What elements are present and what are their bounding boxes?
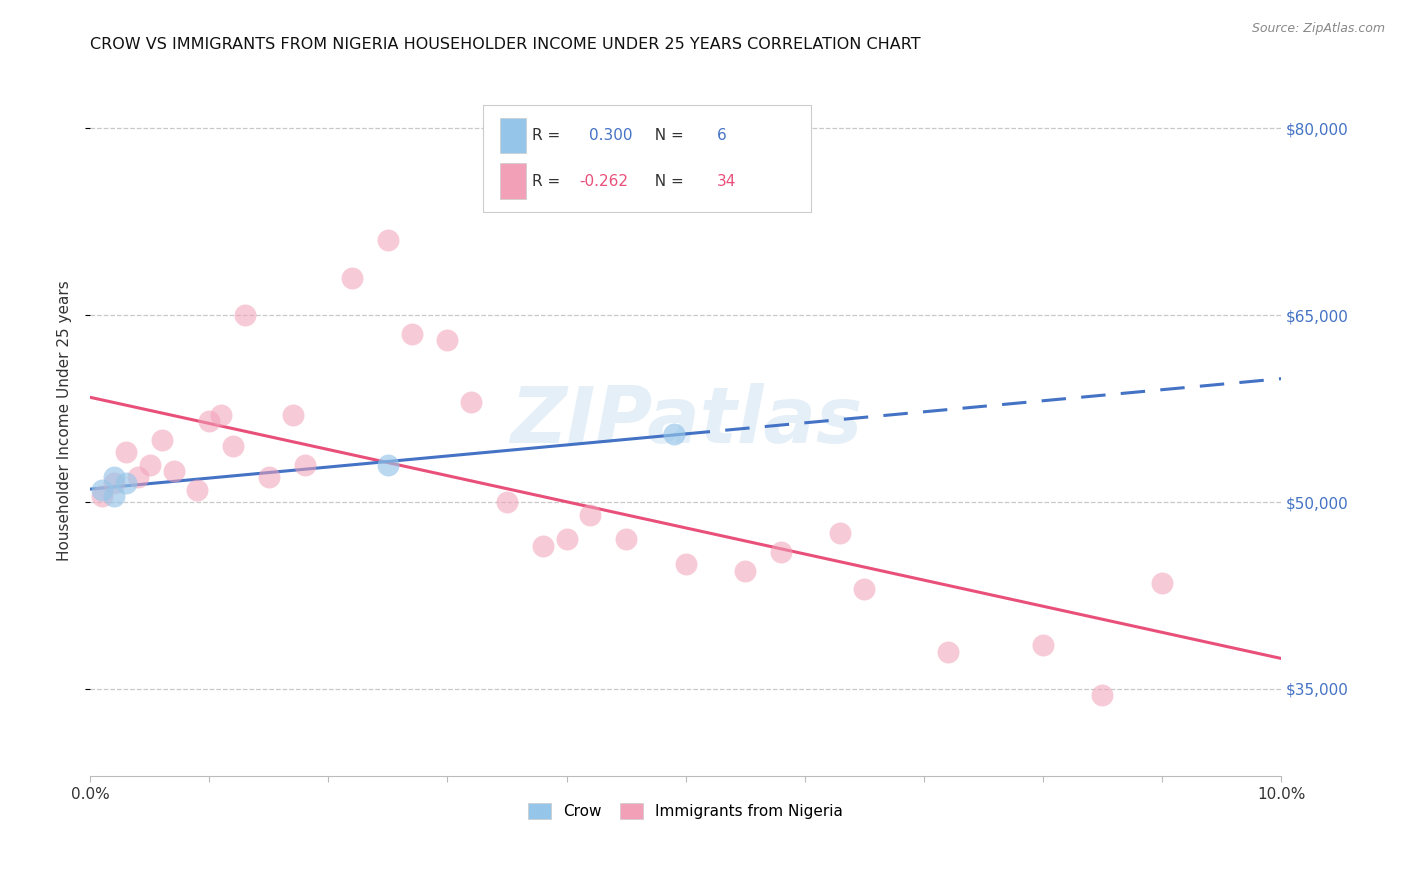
- Point: [103, 489, 125, 503]
- Point: [198, 414, 221, 428]
- Point: [139, 458, 162, 472]
- Point: [281, 408, 304, 422]
- Text: N =: N =: [645, 174, 689, 189]
- Point: [377, 234, 399, 248]
- Text: 0.300: 0.300: [589, 128, 633, 143]
- Point: [127, 470, 149, 484]
- Point: [531, 539, 554, 553]
- Point: [675, 558, 697, 572]
- Point: [401, 326, 423, 341]
- Legend: Crow, Immigrants from Nigeria: Crow, Immigrants from Nigeria: [522, 797, 849, 825]
- Text: R =: R =: [531, 128, 569, 143]
- Point: [830, 526, 852, 541]
- Point: [186, 483, 208, 497]
- Text: N =: N =: [645, 128, 693, 143]
- Text: CROW VS IMMIGRANTS FROM NIGERIA HOUSEHOLDER INCOME UNDER 25 YEARS CORRELATION CH: CROW VS IMMIGRANTS FROM NIGERIA HOUSEHOL…: [90, 37, 921, 53]
- Point: [1150, 576, 1173, 591]
- Point: [936, 644, 959, 658]
- Point: [162, 464, 184, 478]
- Point: [103, 476, 125, 491]
- Point: [115, 476, 138, 491]
- Point: [614, 533, 637, 547]
- Text: -0.262: -0.262: [579, 174, 628, 189]
- Text: 34: 34: [717, 174, 735, 189]
- Point: [436, 333, 458, 347]
- FancyBboxPatch shape: [501, 118, 526, 153]
- Point: [342, 270, 364, 285]
- Point: [662, 426, 685, 441]
- Point: [460, 395, 482, 409]
- Point: [103, 470, 125, 484]
- Point: [91, 483, 114, 497]
- Point: [1091, 688, 1114, 702]
- Point: [257, 470, 280, 484]
- Point: [734, 564, 756, 578]
- Y-axis label: Householder Income Under 25 years: Householder Income Under 25 years: [58, 281, 72, 561]
- Point: [209, 408, 232, 422]
- Point: [294, 458, 316, 472]
- Point: [233, 308, 256, 322]
- Text: 6: 6: [717, 128, 727, 143]
- Text: Source: ZipAtlas.com: Source: ZipAtlas.com: [1251, 22, 1385, 36]
- Point: [769, 545, 792, 559]
- Point: [91, 489, 114, 503]
- Text: ZIPatlas: ZIPatlas: [509, 383, 862, 459]
- Point: [150, 433, 173, 447]
- Point: [496, 495, 519, 509]
- Point: [853, 582, 876, 597]
- Point: [555, 533, 578, 547]
- Point: [377, 458, 399, 472]
- Text: R =: R =: [531, 174, 565, 189]
- Point: [579, 508, 602, 522]
- Point: [1032, 638, 1054, 652]
- FancyBboxPatch shape: [501, 163, 526, 199]
- Point: [115, 445, 138, 459]
- Point: [222, 439, 245, 453]
- FancyBboxPatch shape: [484, 105, 811, 211]
